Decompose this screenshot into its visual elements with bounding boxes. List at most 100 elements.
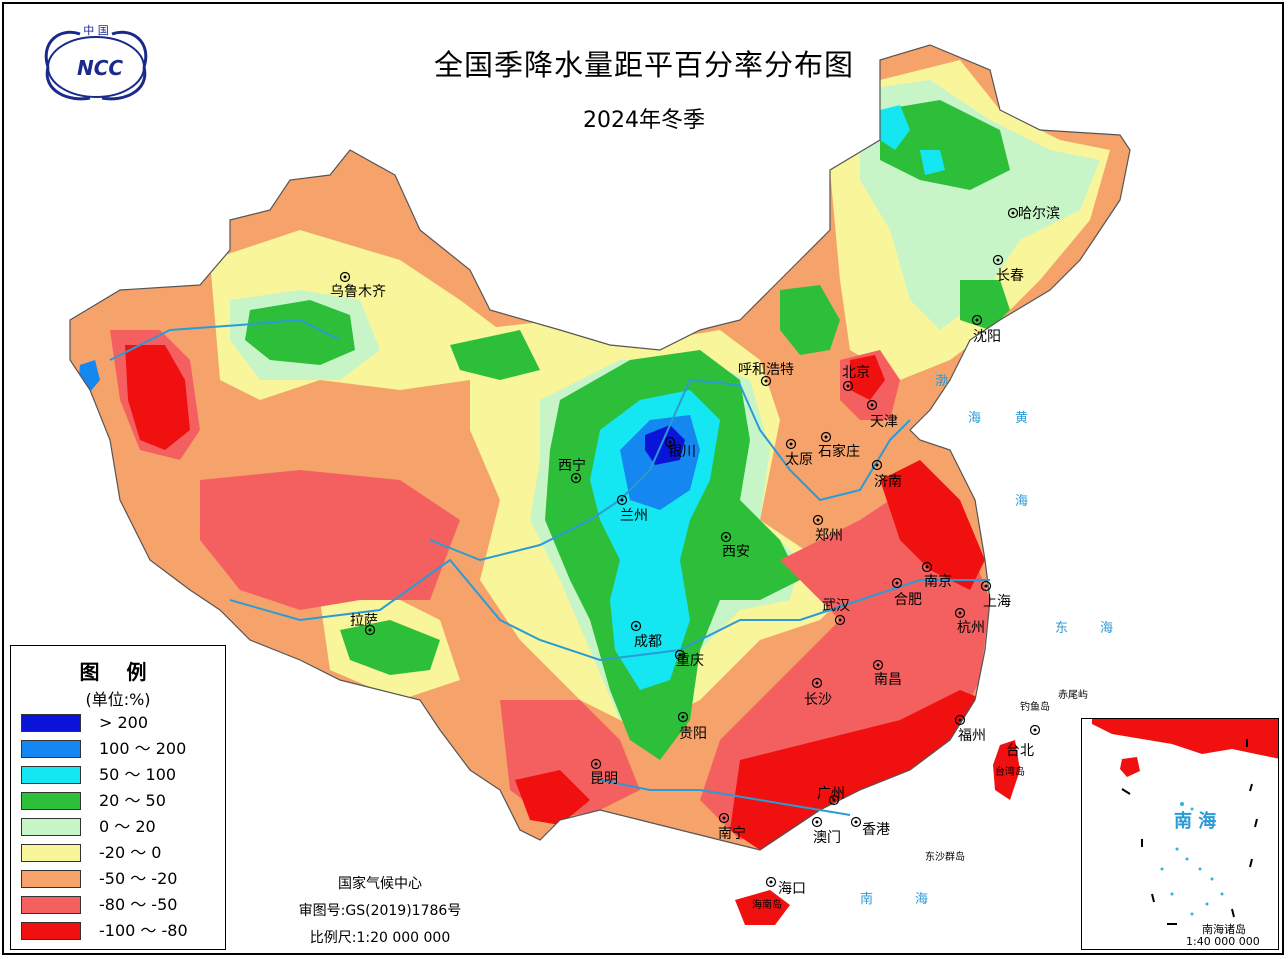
- city-dot-center: [838, 618, 842, 622]
- legend-swatch: [21, 740, 81, 758]
- legend-swatch: [21, 844, 81, 862]
- city-marker: 贵阳: [677, 711, 707, 742]
- logo-text-ncc: NCC: [77, 56, 123, 80]
- city-label: 重庆: [676, 653, 704, 669]
- zone-green-lhasa: [340, 620, 440, 675]
- legend-label: 20 ～ 50: [99, 791, 166, 810]
- city-marker: 济南: [871, 459, 902, 490]
- island-label: 海南岛: [752, 898, 782, 911]
- city-dot: [891, 577, 903, 589]
- city-dot-center: [846, 384, 850, 388]
- inset-scale: 1:40 000 000: [1186, 935, 1260, 948]
- legend-label: > 200: [99, 713, 149, 732]
- city-marker: 成都: [630, 620, 662, 650]
- city-dot-center: [895, 581, 899, 585]
- ncc-logo: 中 国 NCC: [44, 24, 148, 101]
- legend-item: -100 ～ -80: [21, 920, 221, 942]
- zone-green-ningxia-west: [450, 330, 540, 380]
- inset-sea-label: 南 海: [1174, 811, 1217, 832]
- city-marker: 银川: [664, 436, 696, 460]
- city-marker: 海口: [765, 876, 806, 897]
- city-dot: [834, 614, 846, 626]
- city-label: 长沙: [804, 692, 832, 708]
- legend-swatch: [21, 792, 81, 810]
- credit-approval: 审图号:GS(2019)1786号: [298, 903, 462, 919]
- city-dot: [921, 561, 933, 573]
- yellow-river: [429, 378, 911, 562]
- city-dot-center: [574, 476, 578, 480]
- city-dot-center: [815, 681, 819, 685]
- city-marker: 西宁: [558, 457, 586, 484]
- city-dot: [866, 399, 878, 411]
- xinjiang-river: [109, 318, 341, 361]
- city-dot: [760, 375, 772, 387]
- city-dot: [954, 607, 966, 619]
- city-dot-center: [678, 653, 682, 657]
- city-label: 呼和浩特: [738, 362, 794, 378]
- city-dot: [570, 472, 582, 484]
- city-marker: 杭州: [954, 607, 985, 636]
- rivers: [109, 318, 990, 816]
- city-marker: 上海: [980, 580, 1011, 610]
- sea-label: 南: [860, 891, 873, 907]
- legend-label: -80 ～ -50: [99, 895, 178, 914]
- legend-label: 0 ～ 20: [99, 817, 156, 836]
- city-dot-center: [1033, 728, 1037, 732]
- inset-islands-label: 南海诸岛: [1202, 923, 1246, 936]
- zone-brightred-xinjiang: [125, 345, 190, 450]
- city-dot: [590, 758, 602, 770]
- legend-label: -100 ～ -80: [99, 921, 188, 940]
- zone-brightred-east: [880, 460, 985, 590]
- city-dot: [674, 649, 686, 661]
- city-marker: 天津: [866, 399, 898, 430]
- city-label: 贵阳: [679, 726, 707, 742]
- city-label: 台北: [1006, 743, 1034, 759]
- city-dot: [811, 677, 823, 689]
- city-marker: 长沙: [804, 677, 832, 708]
- city-marker: 拉萨: [350, 613, 378, 636]
- legend-item: 100 ～ 200: [21, 738, 221, 760]
- city-dot: [992, 254, 1004, 266]
- city-dot-center: [958, 718, 962, 722]
- legend-item: 50 ～ 100: [21, 764, 221, 786]
- city-dot: [1029, 724, 1041, 736]
- sea-label: 海: [1015, 494, 1028, 509]
- city-label: 长春: [996, 268, 1024, 284]
- inset-islands-dots: [1160, 802, 1224, 916]
- city-dot-center: [769, 880, 773, 884]
- legend-swatch: [21, 714, 81, 732]
- city-label: 济南: [874, 474, 902, 490]
- city-dot-center: [789, 442, 793, 446]
- city-marker: 广州: [817, 786, 845, 806]
- city-dot-center: [832, 798, 836, 802]
- city-marker: 南京: [921, 561, 952, 590]
- city-label: 成都: [634, 634, 662, 650]
- city-label: 广州: [817, 786, 845, 802]
- city-dot-center: [816, 518, 820, 522]
- legend: 图 例 (单位:%) > 200 100 ～ 200 50 ～ 100 20 ～ 50…: [10, 645, 226, 950]
- city-marker: 南昌: [872, 659, 902, 688]
- legend-label: -20 ～ 0: [99, 843, 162, 862]
- city-dot-center: [368, 628, 372, 632]
- city-dot-center: [984, 584, 988, 588]
- city-marker: 合肥: [891, 577, 922, 608]
- legend-label: 50 ～ 100: [99, 765, 177, 784]
- city-dot-center: [681, 715, 685, 719]
- city-label: 武汉: [822, 598, 850, 614]
- city-marker: 沈阳: [971, 314, 1001, 345]
- zone-green-xinjiang: [245, 300, 355, 365]
- zone-red-tibet: [200, 470, 460, 610]
- legend-item: 20 ～ 50: [21, 790, 221, 812]
- city-dot: [842, 380, 854, 392]
- legend-swatch: [21, 870, 81, 888]
- zone-cyan-northeast: [880, 105, 910, 150]
- zone-brightred-beijing: [850, 355, 885, 400]
- legend-item: 0 ～ 20: [21, 816, 221, 838]
- city-marker: 武汉: [822, 598, 850, 626]
- city-dot: [812, 514, 824, 526]
- legend-swatch: [21, 922, 81, 940]
- city-dot-center: [722, 816, 726, 820]
- legend-item: -80 ～ -50: [21, 894, 221, 916]
- city-label: 沈阳: [973, 329, 1001, 345]
- city-dot-center: [996, 258, 1000, 262]
